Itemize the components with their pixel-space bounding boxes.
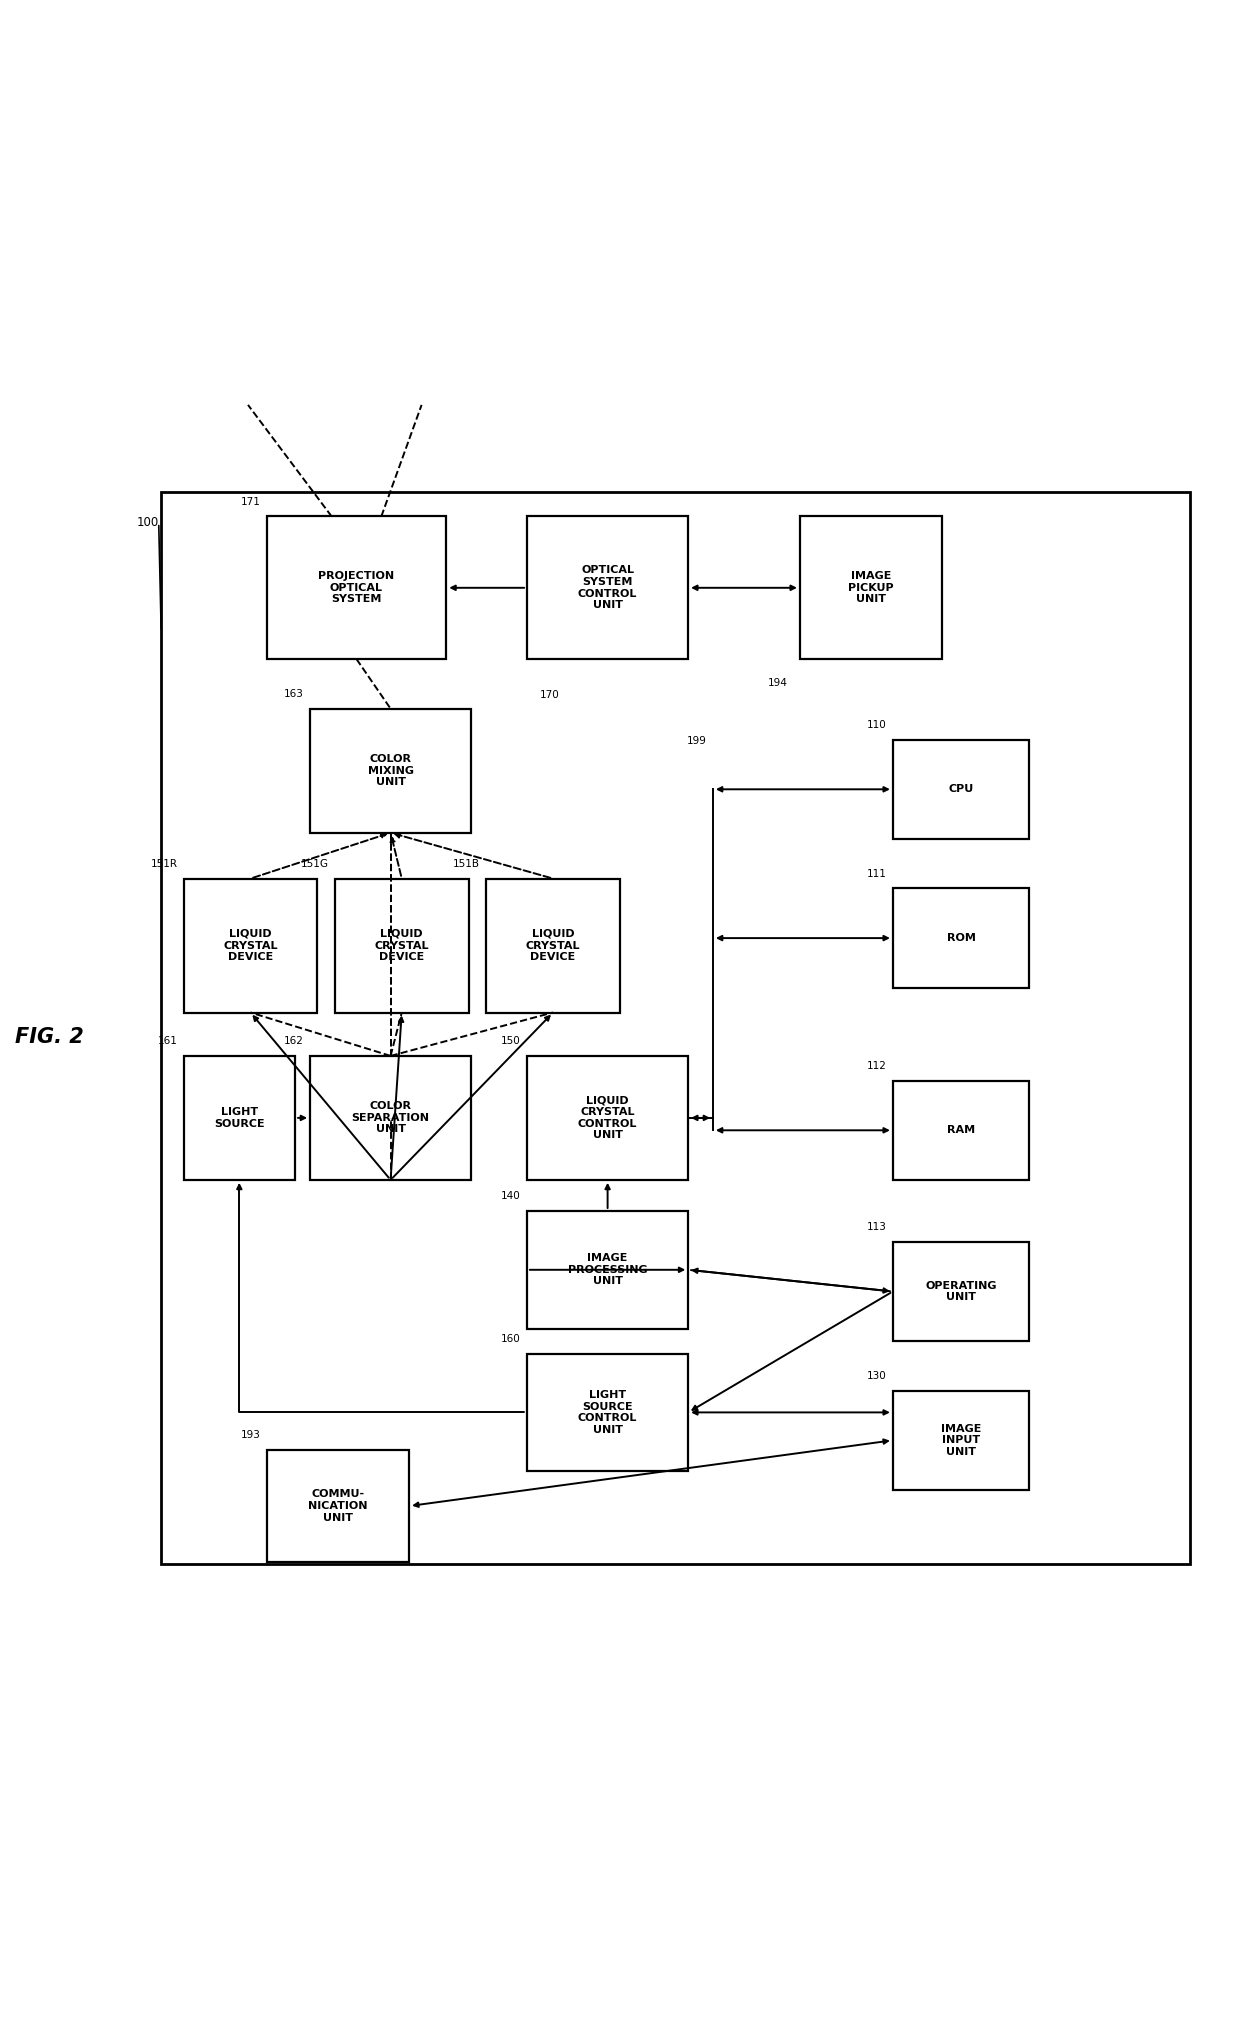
Text: 199: 199 xyxy=(687,735,707,745)
Bar xyxy=(893,739,1029,838)
Bar xyxy=(527,516,688,658)
Bar xyxy=(486,879,620,1012)
Text: FIG. 2: FIG. 2 xyxy=(15,1027,84,1047)
Text: 194: 194 xyxy=(768,678,787,688)
Bar xyxy=(310,709,471,832)
Bar xyxy=(267,1450,409,1561)
Text: 113: 113 xyxy=(867,1221,887,1231)
Text: ROM: ROM xyxy=(946,934,976,944)
Text: LIQUID
CRYSTAL
DEVICE: LIQUID CRYSTAL DEVICE xyxy=(526,929,580,962)
Text: LIQUID
CRYSTAL
CONTROL
UNIT: LIQUID CRYSTAL CONTROL UNIT xyxy=(578,1096,637,1140)
Bar xyxy=(184,879,317,1012)
Text: OPERATING
UNIT: OPERATING UNIT xyxy=(925,1280,997,1302)
Bar xyxy=(267,516,446,658)
Text: 171: 171 xyxy=(241,496,260,506)
Text: LIQUID
CRYSTAL
DEVICE: LIQUID CRYSTAL DEVICE xyxy=(223,929,278,962)
Text: 163: 163 xyxy=(284,688,304,699)
Bar xyxy=(893,1081,1029,1181)
Text: IMAGE
PROCESSING
UNIT: IMAGE PROCESSING UNIT xyxy=(568,1253,647,1286)
Text: RAM: RAM xyxy=(947,1126,975,1136)
Text: OPTICAL
SYSTEM
CONTROL
UNIT: OPTICAL SYSTEM CONTROL UNIT xyxy=(578,565,637,610)
Bar xyxy=(893,1241,1029,1341)
Text: 193: 193 xyxy=(241,1430,260,1440)
Text: 162: 162 xyxy=(284,1037,304,1047)
Text: 112: 112 xyxy=(867,1061,887,1071)
Text: IMAGE
PICKUP
UNIT: IMAGE PICKUP UNIT xyxy=(848,571,894,603)
Text: 100: 100 xyxy=(136,516,159,529)
Text: 151G: 151G xyxy=(300,859,329,869)
Text: LIQUID
CRYSTAL
DEVICE: LIQUID CRYSTAL DEVICE xyxy=(374,929,429,962)
Text: COMMU-
NICATION
UNIT: COMMU- NICATION UNIT xyxy=(309,1490,367,1523)
Text: LIGHT
SOURCE: LIGHT SOURCE xyxy=(215,1108,264,1128)
Text: 160: 160 xyxy=(501,1334,521,1343)
Text: 111: 111 xyxy=(867,869,887,879)
Bar xyxy=(335,879,469,1012)
Bar xyxy=(310,1055,471,1181)
Bar xyxy=(527,1211,688,1328)
Bar xyxy=(893,1391,1029,1490)
Text: 151B: 151B xyxy=(453,859,480,869)
Bar xyxy=(161,492,1190,1563)
Text: 170: 170 xyxy=(539,691,559,701)
Bar xyxy=(527,1055,688,1181)
Text: 161: 161 xyxy=(157,1037,177,1047)
Text: 130: 130 xyxy=(867,1371,887,1381)
Text: COLOR
MIXING
UNIT: COLOR MIXING UNIT xyxy=(367,753,414,788)
Bar xyxy=(184,1055,295,1181)
Text: 151R: 151R xyxy=(150,859,177,869)
Text: LIGHT
SOURCE
CONTROL
UNIT: LIGHT SOURCE CONTROL UNIT xyxy=(578,1389,637,1436)
Text: 150: 150 xyxy=(501,1037,521,1047)
Text: 140: 140 xyxy=(501,1191,521,1201)
Text: PROJECTION
OPTICAL
SYSTEM: PROJECTION OPTICAL SYSTEM xyxy=(319,571,394,603)
Bar xyxy=(800,516,942,658)
Text: COLOR
SEPARATION
UNIT: COLOR SEPARATION UNIT xyxy=(352,1102,429,1134)
Text: CPU: CPU xyxy=(949,784,973,794)
Text: 110: 110 xyxy=(867,719,887,729)
Text: IMAGE
INPUT
UNIT: IMAGE INPUT UNIT xyxy=(941,1424,981,1456)
Bar xyxy=(893,889,1029,988)
Bar xyxy=(527,1353,688,1472)
